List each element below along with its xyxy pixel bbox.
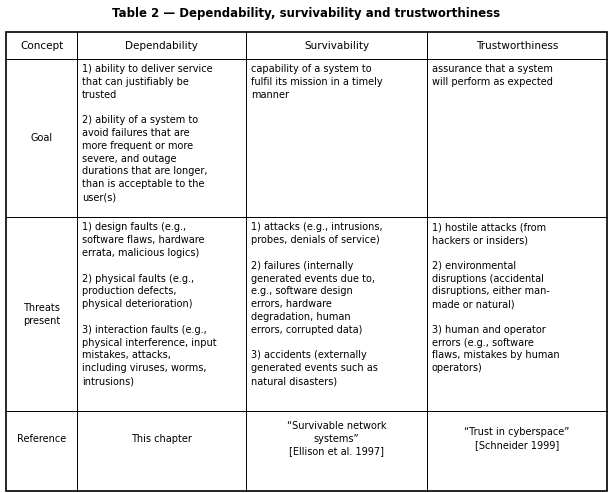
Text: 1) ability to deliver service
that can justifiably be
trusted

2) ability of a s: 1) ability to deliver service that can j… — [82, 64, 213, 202]
Text: This chapter: This chapter — [131, 434, 192, 444]
Text: Threats
present: Threats present — [23, 303, 60, 325]
Text: 1) design faults (e.g.,
software flaws, hardware
errata, malicious logics)

2) p: 1) design faults (e.g., software flaws, … — [82, 222, 216, 386]
Text: Survivability: Survivability — [304, 40, 369, 51]
Text: Table 2 — Dependability, survivability and trustworthiness: Table 2 — Dependability, survivability a… — [112, 7, 501, 20]
Text: 1) hostile attacks (from
hackers or insiders)

2) environmental
disruptions (acc: 1) hostile attacks (from hackers or insi… — [432, 222, 559, 373]
Text: Reference: Reference — [17, 434, 66, 444]
Text: 1) attacks (e.g., intrusions,
probes, denials of service)

2) failures (internal: 1) attacks (e.g., intrusions, probes, de… — [251, 222, 383, 386]
Text: assurance that a system
will perform as expected: assurance that a system will perform as … — [432, 64, 552, 87]
Text: Concept: Concept — [20, 40, 63, 51]
Text: Dependability: Dependability — [125, 40, 198, 51]
Text: “Trust in cyberspace”
[Schneider 1999]: “Trust in cyberspace” [Schneider 1999] — [464, 427, 569, 450]
Text: Trustworthiness: Trustworthiness — [476, 40, 558, 51]
Text: “Survivable network
systems”
[Ellison et al. 1997]: “Survivable network systems” [Ellison et… — [287, 421, 386, 457]
Text: Goal: Goal — [31, 133, 53, 143]
Text: capability of a system to
fulfil its mission in a timely
manner: capability of a system to fulfil its mis… — [251, 64, 383, 100]
